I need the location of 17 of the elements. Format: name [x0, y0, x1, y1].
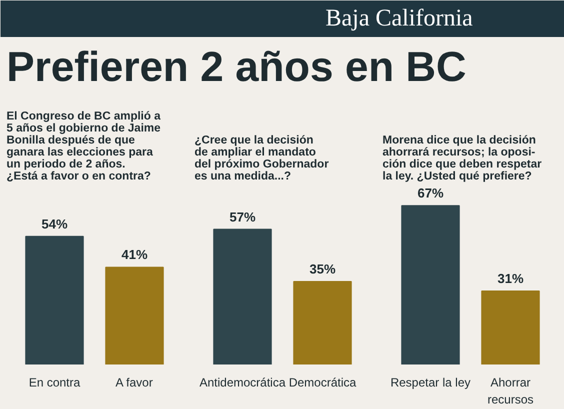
x-tick-label: A favor	[115, 376, 153, 390]
x-tick-label: Ahorrar recursos	[487, 376, 534, 406]
data-label: 67%	[417, 186, 444, 201]
chart-subtitle: ¿Cree que la decisión de ampliar el mandato del próximo Gobernador es una medida...?	[194, 134, 330, 182]
x-tick-label: Respetar la ley	[390, 376, 471, 390]
data-label: 31%	[497, 270, 524, 286]
data-label: 57%	[229, 209, 256, 224]
data-label: 54%	[41, 216, 68, 232]
chart-subtitle: Morena dice que la decisión ahorrará recursos; la oposi- ción dice que deben respetar la ley. ¿Usted qué prefiere?	[382, 134, 542, 182]
data-label: 41%	[121, 247, 148, 262]
chart-subtitle: El Congreso de BC amplió a 5 años el gobierno de Jaime Bonilla después de que ganara las elecciones para un periodo de 2 años. ¿Está a favor o en contra?	[6, 110, 162, 182]
data-label: 35%	[309, 261, 336, 276]
x-tick-label: Antidemocrática	[199, 376, 286, 390]
x-tick-label: En contra	[28, 376, 81, 390]
text: Baja California	[326, 6, 474, 32]
chart-title: Prefieren 2 años en BC	[6, 43, 466, 90]
x-tick-label: Democrática	[288, 376, 357, 390]
